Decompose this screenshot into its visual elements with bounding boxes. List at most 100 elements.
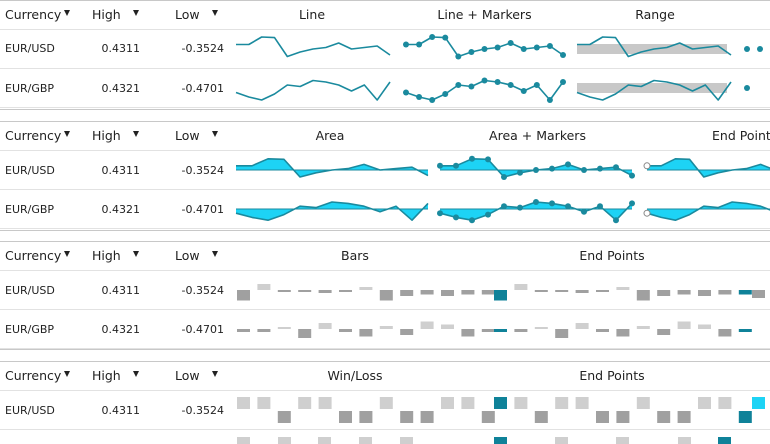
bar xyxy=(400,437,413,444)
currency-header[interactable]: Currency xyxy=(5,248,62,263)
high-cell: 0.4311 xyxy=(101,42,141,55)
bar xyxy=(494,437,507,444)
header-row: Currency High Low Win/Loss End Points xyxy=(0,362,770,391)
currency-cell: EUR/GBP xyxy=(5,82,55,95)
bar xyxy=(441,324,454,329)
bar xyxy=(514,284,528,290)
table-row[interactable]: EUR/USD 0.4311 -0.3524 xyxy=(0,391,770,430)
high-header[interactable]: High xyxy=(92,7,121,22)
data-point xyxy=(437,210,443,217)
low-cell: -0.4701 xyxy=(181,203,224,216)
filter-icon[interactable] xyxy=(133,10,139,16)
currency-header[interactable]: Currency xyxy=(5,7,62,22)
filter-icon[interactable] xyxy=(133,251,139,257)
bar xyxy=(257,284,271,290)
bar xyxy=(698,290,711,296)
bar xyxy=(379,397,393,409)
bar xyxy=(657,290,671,296)
bar xyxy=(677,290,691,295)
data-point xyxy=(453,214,459,221)
bar xyxy=(698,397,711,409)
bar xyxy=(441,397,454,409)
area-fill xyxy=(236,158,428,177)
currency-header[interactable]: Currency xyxy=(5,368,62,383)
bar xyxy=(752,290,765,298)
table-row[interactable]: EUR/GBP 0.4321 -0.4701 xyxy=(0,310,770,349)
bar xyxy=(481,411,495,423)
high-cell: 0.4321 xyxy=(101,323,141,336)
data-point xyxy=(744,46,750,52)
currency-header[interactable]: Currency xyxy=(5,128,62,143)
table-row[interactable]: EUR/GBP 0.4321 -0.4701 xyxy=(0,69,770,108)
high-cell: 0.4321 xyxy=(101,203,141,216)
data-point xyxy=(442,91,449,97)
filter-icon[interactable] xyxy=(212,131,218,137)
bar xyxy=(277,411,291,423)
high-header[interactable]: High xyxy=(92,248,121,263)
bar xyxy=(379,290,393,301)
bar xyxy=(596,411,609,423)
bar xyxy=(481,329,495,332)
data-point xyxy=(744,85,750,91)
filter-icon[interactable] xyxy=(64,371,70,377)
bar xyxy=(237,290,250,301)
data-point xyxy=(533,44,540,51)
low-header[interactable]: Low xyxy=(175,248,200,263)
bar xyxy=(636,290,650,301)
data-point xyxy=(501,174,507,180)
table-row[interactable]: EUR/USD 0.4311 -0.3524 xyxy=(0,151,770,190)
bar xyxy=(738,290,752,295)
area-line xyxy=(235,201,429,221)
area-panel: Currency High Low Area Area + Markers En… xyxy=(0,121,770,231)
filter-icon[interactable] xyxy=(64,131,70,137)
filter-icon[interactable] xyxy=(133,131,139,137)
sparkline-line xyxy=(235,79,391,101)
filter-icon[interactable] xyxy=(133,371,139,377)
bar xyxy=(400,329,414,335)
filter-icon[interactable] xyxy=(64,10,70,16)
data-point xyxy=(757,46,763,52)
area-line xyxy=(236,157,429,178)
chart-header-end-points: End Points xyxy=(579,248,645,263)
table-row[interactable]: EUR/GBP 0.4321 -0.4701 xyxy=(0,190,770,229)
low-cell: -0.3524 xyxy=(181,164,224,177)
filter-icon[interactable] xyxy=(212,10,218,16)
area-line xyxy=(647,157,770,178)
header-row: Currency High Low Line Line + Markers Ra… xyxy=(0,1,770,30)
bar xyxy=(420,321,434,329)
data-point xyxy=(429,97,436,103)
high-header[interactable]: High xyxy=(92,128,121,143)
bar xyxy=(616,437,629,444)
bar xyxy=(514,329,528,332)
bar xyxy=(494,329,507,332)
table-row[interactable]: EUR/USD 0.4311 -0.3524 xyxy=(0,30,770,69)
chart-header-line: Line xyxy=(298,7,326,22)
bar xyxy=(555,290,569,292)
low-header[interactable]: Low xyxy=(175,368,200,383)
data-point xyxy=(565,161,571,168)
currency-cell: EUR/USD xyxy=(5,164,55,177)
bar xyxy=(616,411,630,423)
bar xyxy=(257,397,271,409)
bar xyxy=(555,397,569,409)
header-row: Currency High Low Bars End Points xyxy=(0,242,770,271)
bar xyxy=(657,411,671,423)
data-point xyxy=(581,208,587,215)
data-point xyxy=(533,167,539,173)
table-row[interactable]: EUR/USD 0.4311 -0.3524 xyxy=(0,271,770,310)
filter-icon[interactable] xyxy=(64,251,70,257)
low-header[interactable]: Low xyxy=(175,128,200,143)
high-header[interactable]: High xyxy=(92,368,121,383)
bar xyxy=(441,290,454,296)
bar xyxy=(359,411,373,423)
low-cell: -0.4701 xyxy=(181,323,224,336)
low-header[interactable]: Low xyxy=(175,7,200,22)
filter-icon[interactable] xyxy=(212,251,218,257)
bar xyxy=(339,329,352,332)
bar xyxy=(494,397,507,409)
bar xyxy=(657,329,671,335)
bar xyxy=(481,290,495,295)
filter-icon[interactable] xyxy=(212,371,218,377)
bar xyxy=(698,324,711,329)
data-point xyxy=(613,164,619,171)
